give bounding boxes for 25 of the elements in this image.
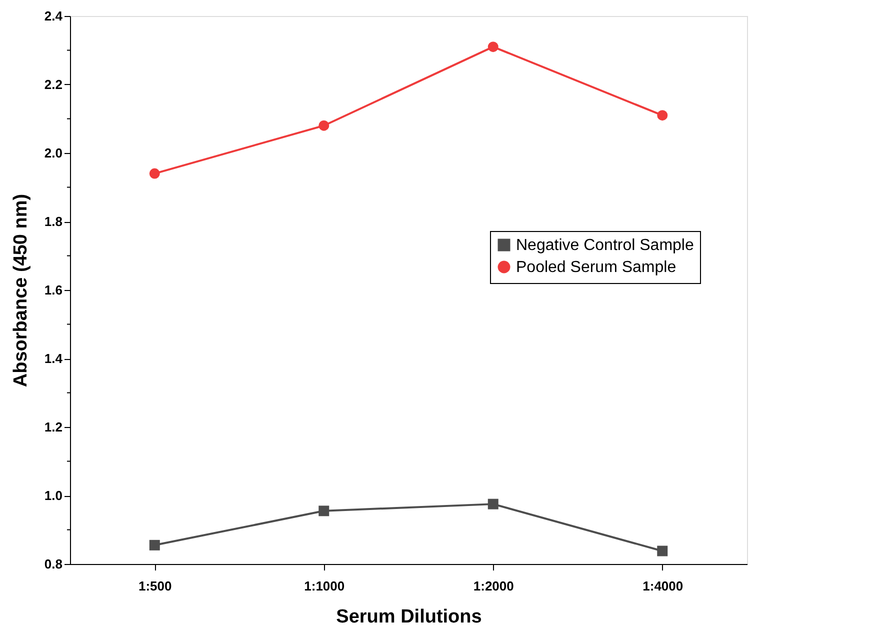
point [149, 540, 160, 550]
y-tick-label: 2.0 [44, 146, 62, 160]
x-axis-title: Serum Dilutions [336, 606, 482, 628]
point [657, 110, 668, 121]
y-tick-label: 2.2 [44, 77, 62, 92]
y-tick-label: 1.6 [44, 282, 62, 298]
point [488, 498, 498, 510]
y-axis-title: Absorbance (450 nm) [10, 194, 32, 388]
legend-label: Negative Control Sample [516, 237, 694, 254]
y-tick-label: 2.4 [44, 8, 64, 24]
point [657, 546, 668, 556]
y-tick-label: 1.8 [44, 214, 62, 229]
y-tick-label: 1.0 [44, 488, 62, 503]
point [318, 506, 330, 516]
x-tick-label: 1:2000 [473, 578, 514, 594]
y-tick-label: 0.8 [44, 556, 62, 572]
point [149, 168, 160, 179]
x-tick-label: 1:500 [138, 578, 172, 594]
legend-label: Pooled Serum Sample [516, 259, 676, 276]
x-tick-label: 1:1000 [304, 578, 345, 594]
x-tick-label: 1:4000 [642, 578, 684, 594]
y-tick-label: 1.4 [44, 351, 64, 366]
point [318, 120, 330, 131]
y-tick-label: 1.2 [44, 420, 62, 434]
point [488, 42, 498, 52]
